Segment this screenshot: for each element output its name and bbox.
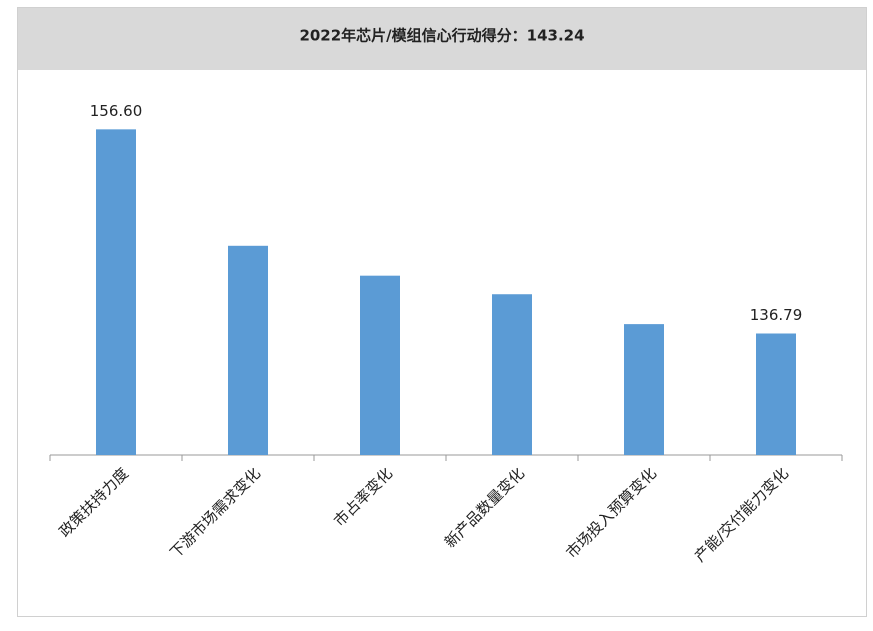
bar bbox=[96, 129, 136, 455]
data-label: 156.60 bbox=[90, 102, 143, 120]
bar bbox=[756, 333, 796, 455]
bar bbox=[624, 324, 664, 455]
title-band bbox=[18, 8, 866, 70]
bar bbox=[492, 294, 532, 455]
bar bbox=[228, 245, 268, 455]
chart-title: 2022年芯片/模组信心行动得分：143.24 bbox=[299, 27, 584, 45]
data-label: 136.79 bbox=[750, 306, 803, 324]
chart-frame bbox=[17, 7, 867, 617]
bar bbox=[360, 275, 400, 455]
